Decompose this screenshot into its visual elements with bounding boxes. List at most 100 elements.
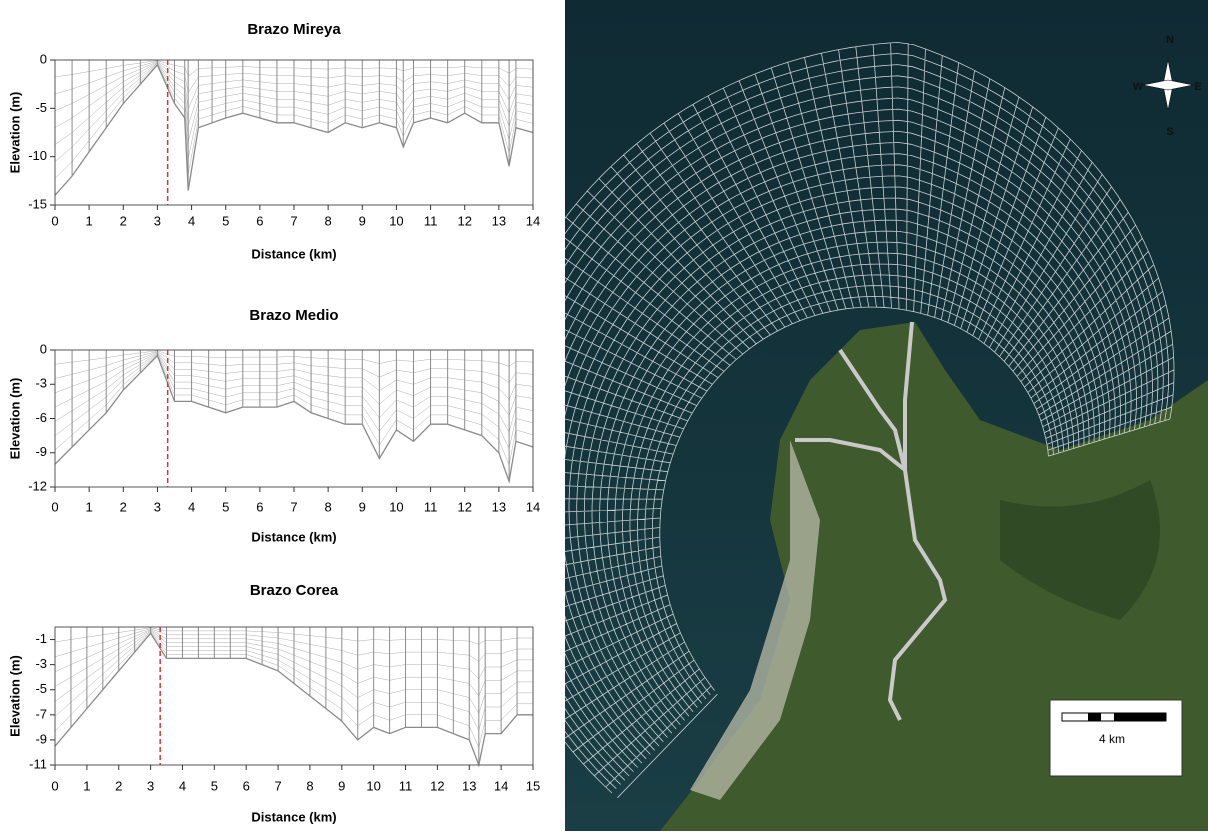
- y-axis-label: Elevation (m): [7, 378, 22, 460]
- y-tick-label: -12: [28, 478, 47, 493]
- x-tick-label: 2: [120, 213, 127, 228]
- x-tick-label: 0: [51, 499, 58, 514]
- mesh-layer: [54, 353, 534, 450]
- x-tick-label: 6: [256, 499, 263, 514]
- y-tick-label: -9: [35, 731, 47, 746]
- mesh-layer: [54, 630, 533, 714]
- x-tick-label: 4: [179, 778, 186, 793]
- mesh-layer: [54, 351, 534, 400]
- bed-profile: [54, 63, 534, 196]
- y-tick-label: -7: [35, 706, 47, 721]
- mesh-layer: [54, 629, 533, 680]
- y-tick-label: -5: [35, 681, 47, 696]
- y-tick-label: -9: [35, 444, 47, 459]
- y-tick-label: 0: [40, 341, 47, 356]
- mesh: [565, 41, 1175, 799]
- mesh-layer: [54, 354, 534, 466]
- x-tick-label: 9: [359, 213, 366, 228]
- x-tick-label: 5: [222, 213, 229, 228]
- compass-e: E: [1194, 81, 1201, 93]
- x-tick-label: 8: [325, 499, 332, 514]
- x-tick-label: 11: [424, 213, 438, 228]
- y-tick-label: -11: [29, 756, 47, 771]
- x-tick-label: 3: [147, 778, 154, 793]
- x-tick-label: 0: [51, 778, 58, 793]
- x-tick-label: 13: [492, 213, 506, 228]
- x-tick-label: 7: [290, 499, 297, 514]
- compass: N S E W: [1133, 34, 1202, 138]
- x-tick-label: 1: [86, 213, 93, 228]
- x-tick-label: 4: [188, 499, 195, 514]
- mesh-layer: [54, 62, 534, 128]
- x-tick-label: 13: [462, 778, 476, 793]
- x-tick-label: 7: [290, 213, 297, 228]
- mesh-layer: [54, 350, 534, 367]
- x-tick-label: 12: [457, 213, 471, 228]
- x-tick-label: 0: [51, 213, 58, 228]
- chart-title: Brazo Mireya: [247, 21, 341, 38]
- chart-title: Brazo Medio: [249, 307, 338, 324]
- x-tick-label: 14: [526, 499, 540, 514]
- x-tick-label: 10: [389, 213, 403, 228]
- compass-w: W: [1133, 81, 1144, 93]
- bed-profile: [54, 354, 534, 484]
- plot-frame: [54, 626, 534, 766]
- x-tick-label: 11: [399, 778, 413, 793]
- x-tick-label: 12: [430, 778, 444, 793]
- x-tick-label: 7: [274, 778, 281, 793]
- x-axis-label: Distance (km): [251, 246, 336, 261]
- mesh-layer: [54, 631, 533, 732]
- x-tick-label: 9: [359, 499, 366, 514]
- y-axis-label: Elevation (m): [7, 655, 22, 737]
- x-tick-label: 5: [222, 499, 229, 514]
- x-tick-label: 14: [526, 213, 540, 228]
- x-tick-label: 10: [389, 499, 403, 514]
- x-tick-label: 1: [86, 499, 93, 514]
- bed-profile: [54, 632, 533, 768]
- x-axis-label: Distance (km): [251, 529, 336, 544]
- mesh-layer: [54, 629, 533, 697]
- mesh-layer: [54, 352, 534, 417]
- x-tick-label: 8: [306, 778, 313, 793]
- x-tick-label: 4: [188, 213, 195, 228]
- x-tick-label: 1: [83, 778, 90, 793]
- y-tick-label: -15: [28, 196, 47, 211]
- y-tick-label: -5: [35, 100, 47, 115]
- mesh-layer: [54, 627, 533, 645]
- mesh-layer: [54, 351, 534, 384]
- x-tick-label: 6: [243, 778, 250, 793]
- x-tick-label: 2: [120, 499, 127, 514]
- y-tick-label: -10: [28, 148, 47, 163]
- mesh-layer: [54, 632, 533, 749]
- mesh-layer: [54, 61, 534, 112]
- x-tick-label: 6: [256, 213, 263, 228]
- compass-s: S: [1166, 126, 1173, 138]
- x-tick-label: 3: [154, 499, 161, 514]
- scale-label: 4 km: [1099, 732, 1125, 746]
- mesh-layer: [54, 63, 534, 162]
- beach: [690, 440, 820, 800]
- mesh-layer: [54, 60, 534, 95]
- forest: [1000, 480, 1160, 620]
- chart-title: Brazo Corea: [250, 582, 339, 599]
- mesh-layer: [54, 63, 534, 179]
- x-tick-label: 5: [211, 778, 218, 793]
- compass-n: N: [1166, 34, 1174, 46]
- mesh-lines: [565, 41, 1175, 799]
- x-tick-label: 13: [492, 499, 506, 514]
- river: [795, 321, 948, 721]
- y-tick-label: 0: [40, 51, 47, 66]
- x-tick-label: 2: [115, 778, 122, 793]
- y-axis-label: Elevation (m): [7, 92, 22, 174]
- x-tick-label: 9: [338, 778, 345, 793]
- x-tick-label: 10: [366, 778, 380, 793]
- x-tick-label: 8: [325, 213, 332, 228]
- map: N S E W 4 km: [565, 0, 1208, 831]
- x-axis-label: Distance (km): [251, 809, 336, 824]
- x-tick-label: 15: [526, 778, 540, 793]
- y-tick-label: -3: [35, 656, 47, 671]
- chart: Brazo Medio Distance (km) Elevation (m) 0 1 2…: [7, 307, 540, 544]
- x-tick-label: 14: [494, 778, 508, 793]
